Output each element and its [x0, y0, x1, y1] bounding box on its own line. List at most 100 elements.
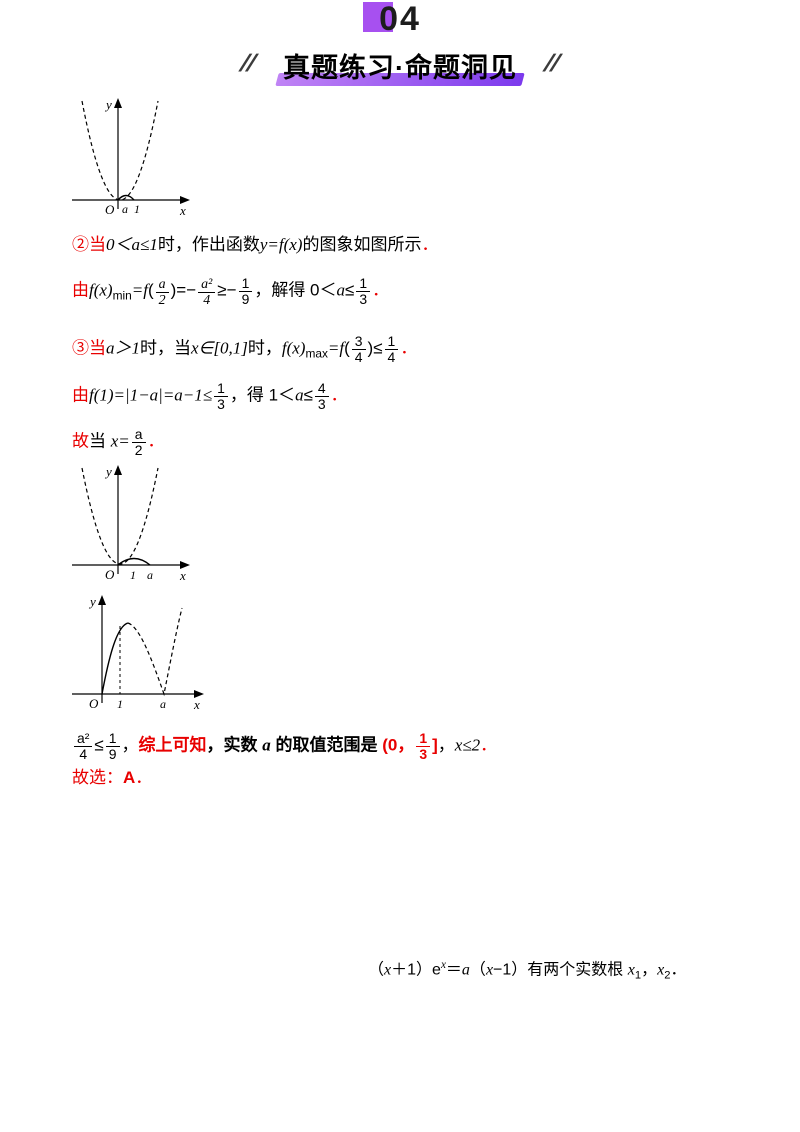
problem-equation-line: （x＋1）ex＝a（x−1）有两个实数根 x1，x2．	[368, 958, 686, 983]
text-segment: x	[657, 961, 665, 979]
x-axis-arrow-icon	[194, 690, 204, 698]
text-segment: 故选：	[72, 768, 123, 787]
text-segment: ，实数	[206, 735, 263, 755]
text-segment: 由	[72, 385, 89, 405]
text-segment: ③当	[72, 338, 106, 358]
solution-line: ②当0＜a≤1时，作出函数y=f(x)的图象如图所示．	[72, 234, 438, 255]
tick-label-1: 1	[117, 697, 123, 711]
dashed-curve	[127, 607, 183, 697]
text-segment: 当	[89, 431, 111, 451]
text-segment: 0＜a≤1	[106, 235, 158, 254]
banner-title-row: // 真题练习·命题洞见 //	[0, 46, 800, 86]
origin-label: O	[89, 696, 99, 711]
text-segment: max	[305, 346, 328, 361]
tick-label-1: 1	[134, 202, 140, 216]
text-segment: ．	[480, 735, 498, 755]
text-segment: x	[440, 959, 446, 971]
text-segment: (	[147, 280, 154, 300]
tick-label-a: a	[147, 568, 153, 582]
banner-title-text: 真题练习·命题洞见	[283, 53, 517, 83]
x-axis-arrow-icon	[180, 561, 190, 569]
x-axis-arrow-icon	[180, 196, 190, 204]
origin-label: O	[105, 202, 115, 217]
fraction: a² 4	[74, 730, 93, 763]
text-segment: f(x)	[281, 338, 306, 358]
text-segment: ．	[135, 768, 153, 787]
function-graph-1: y x O a 1	[68, 95, 196, 220]
text-segment: ．	[147, 431, 165, 451]
text-segment: 的取值范围是	[270, 735, 383, 755]
parabola-dashed	[81, 467, 159, 565]
text-segment: 时，	[247, 338, 282, 358]
x-axis-label: x	[193, 697, 200, 712]
origin-label: O	[105, 567, 115, 582]
right-slashes-icon: //	[542, 50, 563, 77]
tick-label-a: a	[160, 697, 166, 711]
text-segment: 的图象如图所示	[302, 235, 422, 254]
y-axis-label: y	[88, 594, 96, 609]
text-segment: a	[461, 961, 470, 979]
text-segment: 综上可知	[138, 735, 207, 755]
text-segment: a	[336, 280, 346, 300]
x-axis-label: x	[179, 568, 186, 583]
text-segment: =f	[131, 280, 148, 300]
text-segment: ．	[372, 280, 390, 300]
text-segment: A	[123, 768, 136, 787]
text-segment: ＝	[445, 961, 462, 979]
text-segment: 2	[664, 969, 671, 982]
text-segment: x≤2	[454, 735, 481, 755]
y-axis-arrow-icon	[114, 465, 122, 475]
solution-line: ③当a＞1时，当x∈[0,1]时，f(x)max=f(3 4)≤ 1 4 ．	[72, 333, 418, 366]
text-segment: )=−	[170, 280, 197, 300]
text-segment: ，	[437, 735, 455, 755]
parabola-dashed	[81, 100, 159, 201]
y-axis-label: y	[104, 97, 112, 112]
text-segment: x∈[0,1]	[191, 338, 248, 358]
text-segment: a	[262, 735, 271, 755]
text-segment: −1）有两个实数根	[493, 961, 628, 979]
text-segment: 故	[72, 431, 89, 451]
y-axis-arrow-icon	[98, 595, 106, 605]
text-segment: ，解得 0＜	[254, 280, 337, 300]
solid-curve	[101, 622, 129, 695]
text-segment: a	[295, 385, 304, 405]
banner-number-block: 04	[363, 0, 421, 40]
text-segment: ②当	[72, 235, 106, 254]
text-segment: ≤	[345, 280, 355, 300]
answer-line: 故选：A．	[72, 767, 152, 788]
text-segment: =f	[327, 338, 345, 358]
text-segment: ≤	[94, 735, 104, 755]
text-segment: x	[485, 961, 494, 979]
solution-line: 故当 x= a 2 ．	[72, 426, 165, 459]
text-segment: ，	[121, 735, 139, 755]
function-graph-2: y x O 1 a	[68, 462, 196, 585]
text-segment: 1	[634, 969, 642, 982]
function-graph-3: y x O 1 a	[68, 592, 210, 712]
text-segment: ，	[641, 961, 658, 979]
text-segment: （	[368, 961, 385, 979]
solution-line: 由f(1)=|1−a|=a−1≤ 1 3 ，得 1＜a≤ 4 3 ．	[72, 380, 348, 413]
left-slashes-icon: //	[237, 50, 259, 77]
section-banner: 04 // 真题练习·命题洞见 //	[0, 0, 800, 86]
solid-arc	[117, 557, 151, 566]
text-segment: ．	[330, 385, 348, 405]
text-segment: (	[344, 338, 350, 358]
solution-line: 由f(x)min=f(a 2)=− a² 4 ≥− 1 9 ，解得 0＜a≤ 1 3 ．	[72, 275, 390, 309]
text-segment: y=f(x)	[259, 235, 303, 254]
text-segment: x	[384, 961, 392, 979]
text-segment: 时，作出函数	[157, 235, 260, 254]
text-segment: x	[627, 961, 635, 979]
text-segment: ．	[400, 338, 418, 358]
text-segment: x=	[110, 431, 130, 451]
text-segment: f(x)	[89, 280, 113, 300]
text-segment: （	[469, 961, 486, 979]
